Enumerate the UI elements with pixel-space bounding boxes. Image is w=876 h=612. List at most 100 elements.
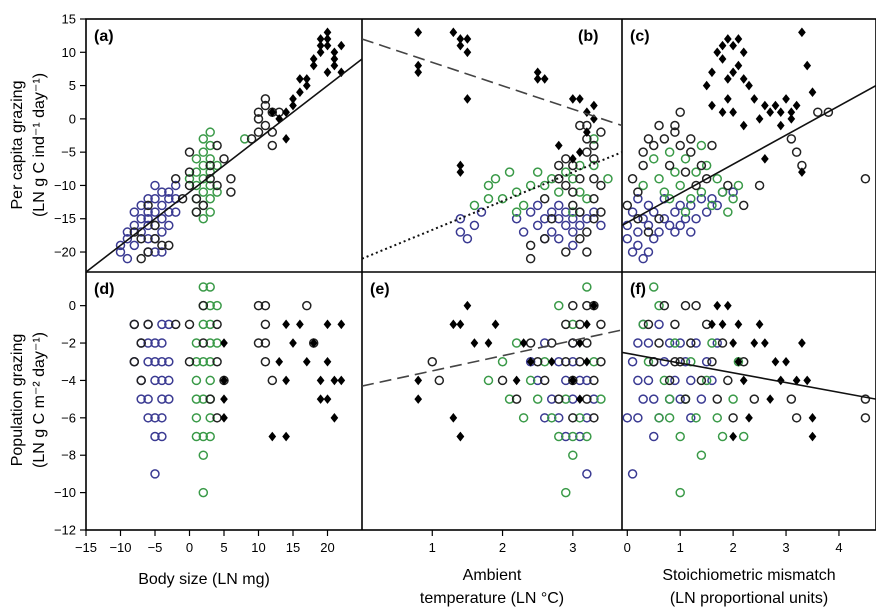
point-black-circle	[680, 394, 691, 404]
point-green-circle	[198, 147, 209, 157]
point-green-circle	[649, 154, 659, 164]
point-green-circle	[659, 187, 670, 197]
point-green-circle	[469, 200, 480, 211]
point-blue-circle	[670, 227, 680, 237]
panel-f	[622, 282, 876, 498]
point-black-circle	[786, 134, 797, 144]
regression-line-solid	[622, 84, 876, 227]
point-black-circle	[129, 356, 140, 367]
point-black-circle	[568, 187, 578, 197]
point-blue-circle	[622, 413, 633, 423]
point-marine-diamond	[755, 114, 764, 124]
point-marine-diamond	[316, 40, 325, 51]
point-green-circle	[696, 450, 707, 460]
point-green-circle	[504, 167, 515, 177]
y-tick-label-bottom: −6	[61, 410, 76, 425]
point-blue-circle	[150, 207, 160, 217]
point-black-circle	[575, 174, 585, 184]
point-green-circle	[205, 207, 215, 217]
point-black-circle	[136, 375, 146, 386]
point-green-circle	[603, 174, 613, 184]
point-blue-circle	[643, 200, 654, 211]
point-blue-circle	[122, 227, 133, 237]
point-black-circle	[157, 240, 167, 251]
point-marine-diamond	[463, 94, 472, 104]
point-marine-diamond	[309, 338, 318, 348]
regression-line-solid	[622, 351, 876, 400]
point-green-circle	[191, 431, 202, 442]
point-blue-circle	[164, 220, 174, 231]
point-blue-circle	[122, 233, 133, 244]
point-green-circle	[696, 187, 707, 197]
point-green-circle	[568, 207, 578, 217]
point-marine-diamond	[463, 47, 472, 58]
point-blue-circle	[649, 431, 659, 442]
point-blue-circle	[129, 240, 140, 251]
point-marine-diamond	[776, 375, 785, 386]
point-green-circle	[568, 450, 578, 460]
point-black-circle	[150, 220, 160, 231]
point-marine-diamond	[739, 74, 748, 84]
point-blue-circle	[568, 240, 578, 251]
point-blue-circle	[115, 247, 126, 257]
point-marine-diamond	[302, 80, 311, 91]
point-black-circle	[164, 240, 174, 251]
point-blue-circle	[476, 207, 487, 217]
point-marine-diamond	[330, 60, 339, 71]
point-blue-circle	[575, 431, 585, 442]
point-black-circle	[198, 338, 209, 348]
point-blue-circle	[675, 338, 685, 348]
point-black-circle	[136, 253, 146, 264]
point-blue-circle	[561, 431, 571, 442]
point-blue-circle	[701, 356, 712, 367]
point-blue-circle	[143, 356, 153, 367]
point-black-circle	[749, 394, 760, 404]
point-green-circle	[525, 180, 536, 191]
point-green-circle	[205, 413, 215, 423]
point-black-circle	[561, 180, 571, 191]
point-marine-diamond	[309, 60, 318, 71]
point-marine-diamond	[729, 431, 737, 442]
point-black-circle	[860, 413, 871, 423]
point-black-circle	[638, 147, 648, 157]
point-marine-diamond	[575, 394, 584, 404]
point-black-circle	[589, 213, 599, 224]
point-marine-diamond	[590, 100, 598, 111]
x-tick-label: 1	[677, 540, 684, 555]
point-black-circle	[596, 127, 606, 137]
point-black-circle	[539, 375, 550, 386]
point-green-circle	[589, 134, 599, 144]
point-black-circle	[596, 180, 606, 191]
point-marine-diamond	[729, 338, 737, 348]
regression-line-dotted	[362, 151, 622, 260]
point-marine-diamond	[761, 154, 769, 164]
point-marine-diamond	[282, 431, 290, 442]
point-marine-diamond	[533, 67, 542, 78]
point-marine-diamond	[575, 338, 584, 348]
point-black-circle	[561, 356, 571, 367]
point-marine-diamond	[798, 338, 806, 348]
point-green-circle	[675, 180, 685, 191]
point-black-circle	[198, 200, 209, 211]
x-tick-label: 0	[624, 540, 631, 555]
point-marine-diamond	[798, 27, 806, 38]
point-marine-diamond	[575, 94, 584, 104]
point-blue-circle	[659, 356, 670, 367]
point-blue-circle	[582, 213, 592, 224]
point-marine-diamond	[803, 375, 812, 386]
point-black-circle	[575, 207, 585, 217]
point-marine-diamond	[708, 67, 716, 78]
point-blue-circle	[638, 213, 648, 224]
point-marine-diamond	[729, 67, 737, 78]
point-marine-diamond	[734, 319, 743, 330]
point-black-circle	[643, 319, 654, 330]
point-marine-diamond	[330, 375, 339, 386]
point-black-circle	[226, 174, 236, 184]
point-blue-circle	[469, 220, 480, 231]
point-black-circle	[701, 174, 712, 184]
point-black-circle	[170, 319, 181, 330]
point-blue-circle	[157, 213, 167, 224]
point-marine-diamond	[484, 338, 493, 348]
point-black-circle	[246, 134, 257, 144]
point-green-circle	[483, 375, 494, 386]
